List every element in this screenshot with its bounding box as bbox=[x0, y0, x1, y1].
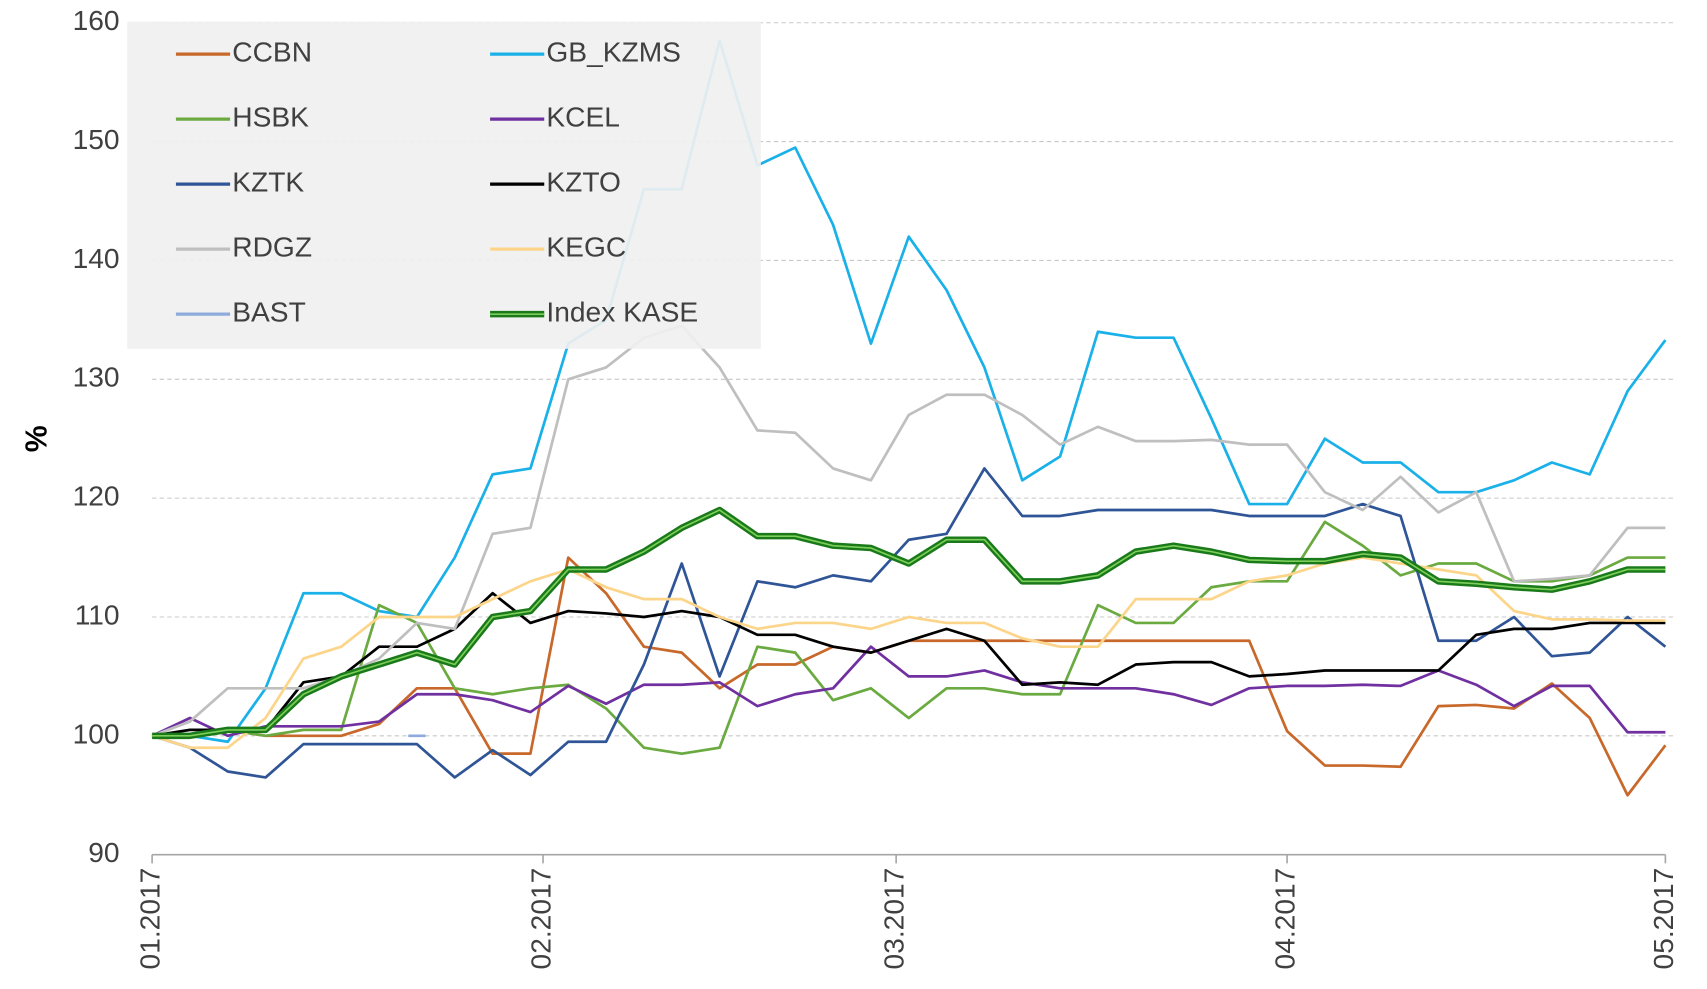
y-tick-label: 110 bbox=[75, 599, 120, 630]
x-tick-label: 02.2017 bbox=[525, 868, 556, 970]
series-line bbox=[151, 645, 1666, 738]
y-tick-label: 140 bbox=[73, 243, 120, 274]
y-tick-label: 130 bbox=[73, 362, 120, 393]
legend-label: HSBK bbox=[232, 102, 309, 133]
x-tick-label: 04.2017 bbox=[1270, 868, 1301, 970]
legend-label: RDGZ bbox=[232, 232, 312, 263]
legend: CCBN GB_KZMS HSBK KCEL KZTK KZTO RDGZ KEGC BAST I… bbox=[127, 21, 761, 349]
legend-label: Index KASE bbox=[546, 297, 698, 328]
y-tick-label: 150 bbox=[73, 124, 120, 155]
legend-label: KCEL bbox=[546, 102, 620, 133]
legend-label: BAST bbox=[232, 297, 306, 328]
legend-label: GB_KZMS bbox=[546, 37, 681, 68]
legend-label: CCBN bbox=[232, 37, 312, 68]
series-line bbox=[152, 39, 1667, 744]
legend-label: KZTK bbox=[232, 167, 304, 198]
x-tick-label: 05.2017 bbox=[1648, 868, 1679, 970]
series-line bbox=[152, 506, 1666, 740]
series-line-inner bbox=[152, 509, 1666, 737]
y-tick-label: 120 bbox=[73, 481, 120, 512]
series-line bbox=[151, 324, 1666, 738]
y-tick-label: 160 bbox=[73, 5, 120, 36]
y-tick-label: 100 bbox=[73, 718, 120, 749]
legend-label: KZTO bbox=[546, 167, 621, 198]
y-axis-label: % bbox=[20, 425, 53, 452]
series-line bbox=[151, 591, 1666, 738]
x-tick-label: 03.2017 bbox=[879, 868, 910, 970]
series-line bbox=[151, 467, 1667, 779]
legend-label: KEGC bbox=[546, 232, 626, 263]
y-tick-label: 90 bbox=[88, 837, 119, 868]
x-tick-label: 01.2017 bbox=[135, 868, 166, 970]
legend-box bbox=[127, 21, 761, 349]
